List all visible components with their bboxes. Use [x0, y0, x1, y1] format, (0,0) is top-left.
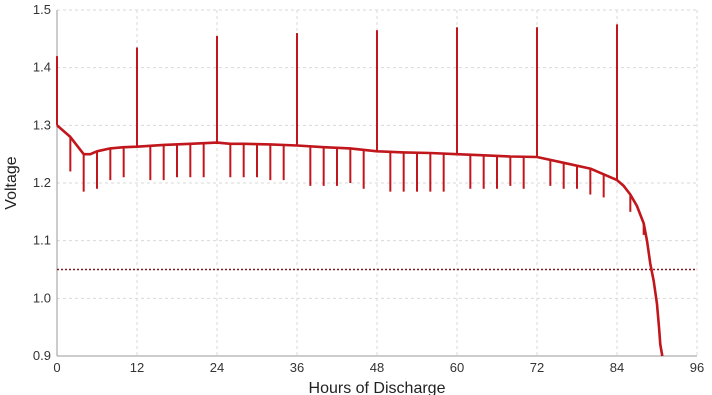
x-axis-title: Hours of Discharge [309, 380, 446, 395]
y-tick-label: 1.5 [33, 2, 51, 17]
y-tick-label: 1.4 [33, 60, 51, 75]
x-tick-label: 48 [370, 360, 384, 375]
series-layer [56, 24, 664, 357]
x-tick-label: 0 [53, 360, 60, 375]
x-tick-label: 72 [530, 360, 544, 375]
y-axis-title: Voltage [3, 156, 20, 209]
x-tick-label: 84 [610, 360, 624, 375]
x-tick-label: 96 [690, 360, 704, 375]
y-tick-label: 0.9 [33, 348, 51, 363]
y-tick-label: 1.2 [33, 175, 51, 190]
tick-labels: 0 12 24 36 48 60 72 84 96 0.9 1.0 1.1 1.2 1.3 1.4 1.5 [33, 2, 704, 375]
y-tick-label: 1.1 [33, 233, 51, 248]
y-tick-label: 1.0 [33, 290, 51, 305]
series-line [56, 124, 664, 357]
x-tick-label: 60 [450, 360, 464, 375]
y-tick-label: 1.3 [33, 117, 51, 132]
x-tick-label: 12 [130, 360, 144, 375]
x-tick-label: 24 [210, 360, 224, 375]
x-tick-label: 36 [290, 360, 304, 375]
